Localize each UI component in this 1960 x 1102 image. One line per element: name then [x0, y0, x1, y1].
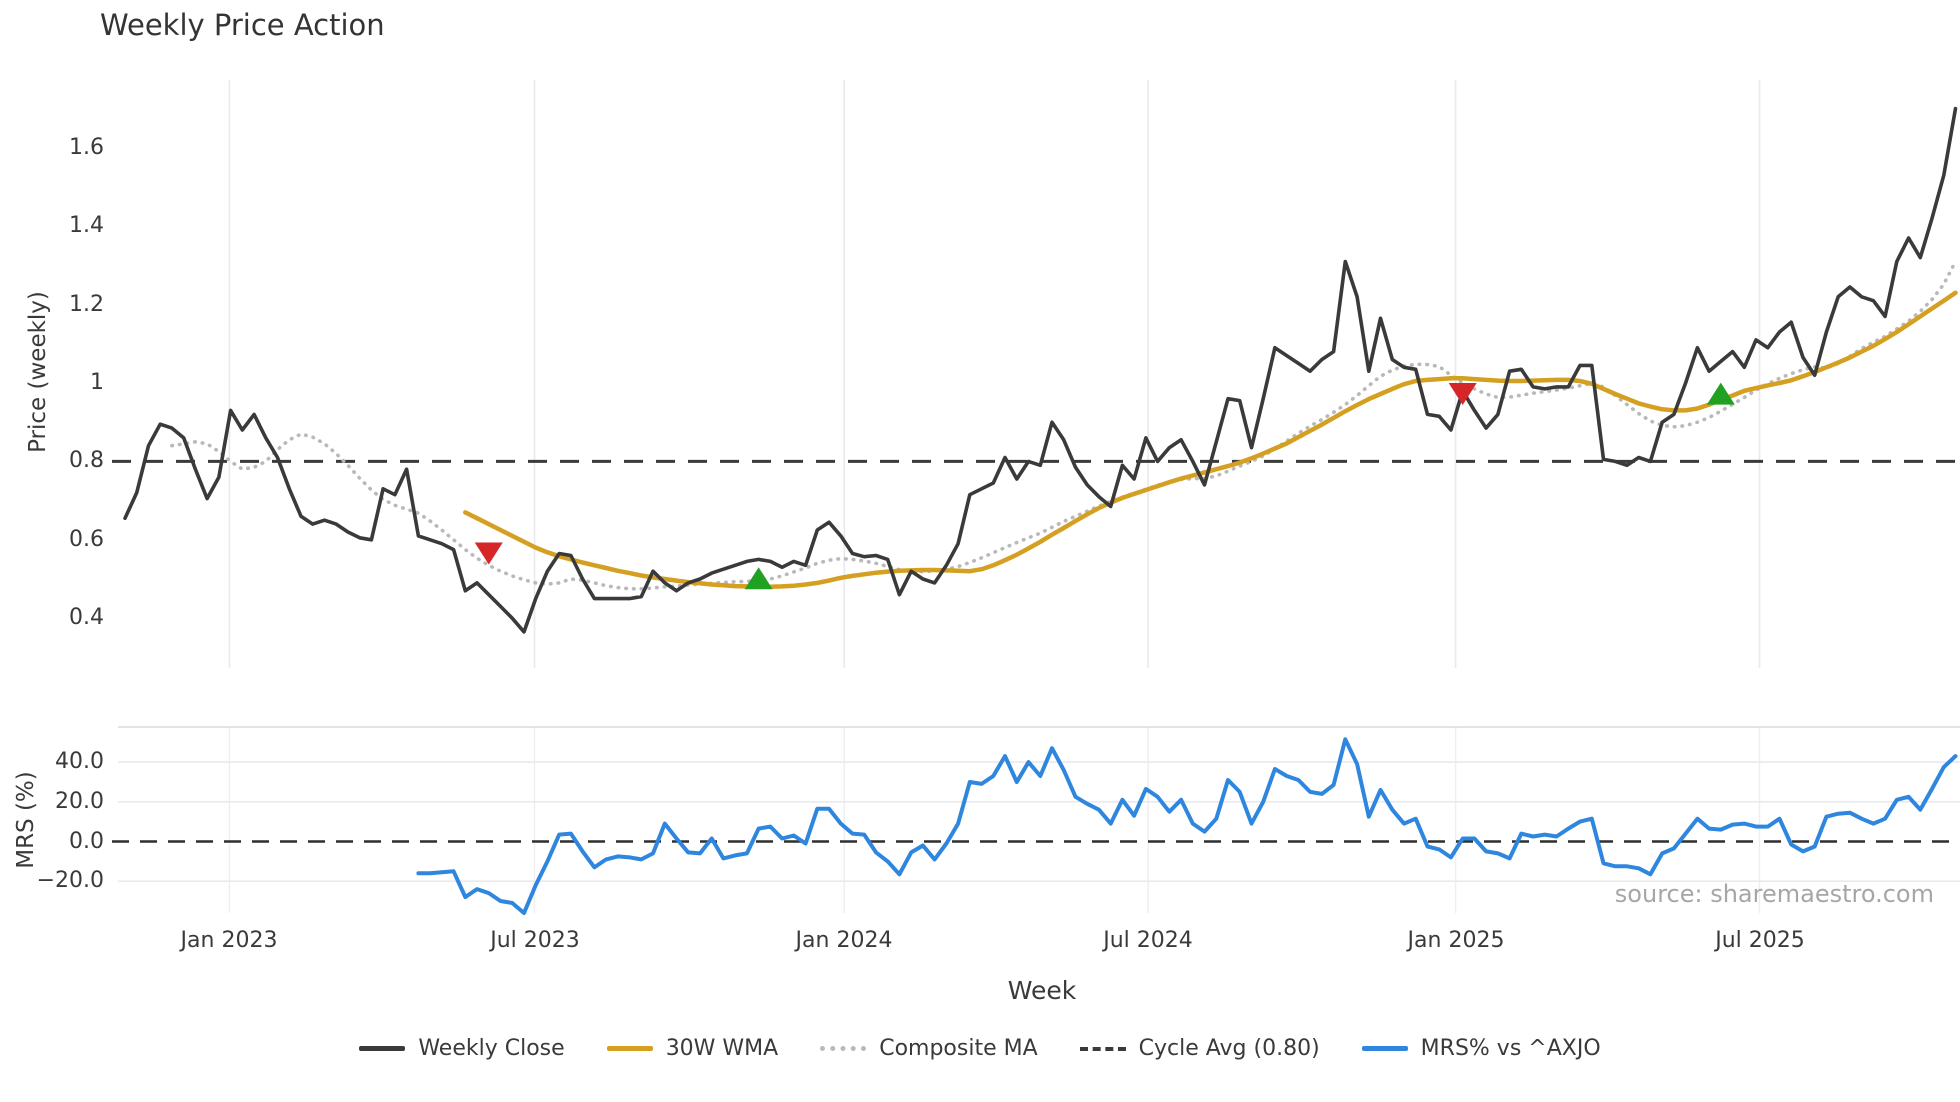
legend-item: MRS% vs ^AXJO: [1361, 1036, 1601, 1061]
x-tick-label: Jan 2025: [1407, 928, 1505, 953]
wma-30w-line: [463, 290, 1958, 590]
legend-label: Cycle Avg (0.80): [1138, 1036, 1320, 1061]
composite-ma-line: [170, 259, 1958, 591]
sell-marker-icon: [474, 542, 503, 565]
legend-item: Weekly Close: [359, 1036, 565, 1061]
legend-dashed-swatch-icon: [1079, 1046, 1126, 1051]
x-tick-label: Jul 2023: [490, 928, 580, 953]
legend-label: MRS% vs ^AXJO: [1420, 1036, 1601, 1061]
price-tick-label: 0.6: [69, 527, 104, 552]
price-tick-label: 1.6: [69, 135, 104, 160]
x-tick-label: Jan 2024: [795, 928, 893, 953]
price-tick-label: 1: [90, 370, 104, 395]
legend-item: Cycle Avg (0.80): [1079, 1036, 1320, 1061]
legend-dotted-swatch-icon: [820, 1046, 867, 1051]
mrs-tick-label: −20.0: [36, 868, 104, 893]
buy-marker-icon: [1706, 382, 1735, 405]
weekly-close-line: [123, 106, 1958, 634]
mrs-tick-label: 20.0: [55, 789, 104, 814]
chart-title: Weekly Price Action: [100, 8, 385, 42]
price-tick-label: 1.4: [69, 213, 104, 238]
legend-label: Weekly Close: [418, 1036, 565, 1061]
mrs-line: [416, 737, 1958, 915]
legend-label: 30W WMA: [665, 1036, 779, 1061]
legend-solid-swatch-icon: [606, 1046, 653, 1051]
mrs-tick-label: 0.0: [69, 829, 104, 854]
legend: Weekly Close 30W WMA Composite MA Cycle Avg…: [0, 1036, 1960, 1061]
x-tick-label: Jul 2024: [1103, 928, 1193, 953]
price-tick-label: 0.8: [69, 448, 104, 473]
buy-marker-icon: [744, 567, 773, 590]
legend-item: 30W WMA: [606, 1036, 779, 1061]
legend-item: Composite MA: [820, 1036, 1038, 1061]
legend-solid-swatch-icon: [1361, 1046, 1408, 1051]
price-tick-label: 1.2: [69, 292, 104, 317]
legend-label: Composite MA: [879, 1036, 1038, 1061]
mrs-tick-label: 40.0: [55, 749, 104, 774]
sell-marker-icon: [1448, 382, 1477, 405]
x-axis-label: Week: [1007, 976, 1077, 1005]
x-tick-label: Jul 2025: [1715, 928, 1805, 953]
source-attribution: source: sharemaestro.com: [1614, 880, 1934, 908]
legend-solid-swatch-icon: [359, 1046, 406, 1051]
x-tick-label: Jan 2023: [180, 928, 278, 953]
price-tick-label: 0.4: [69, 605, 104, 630]
